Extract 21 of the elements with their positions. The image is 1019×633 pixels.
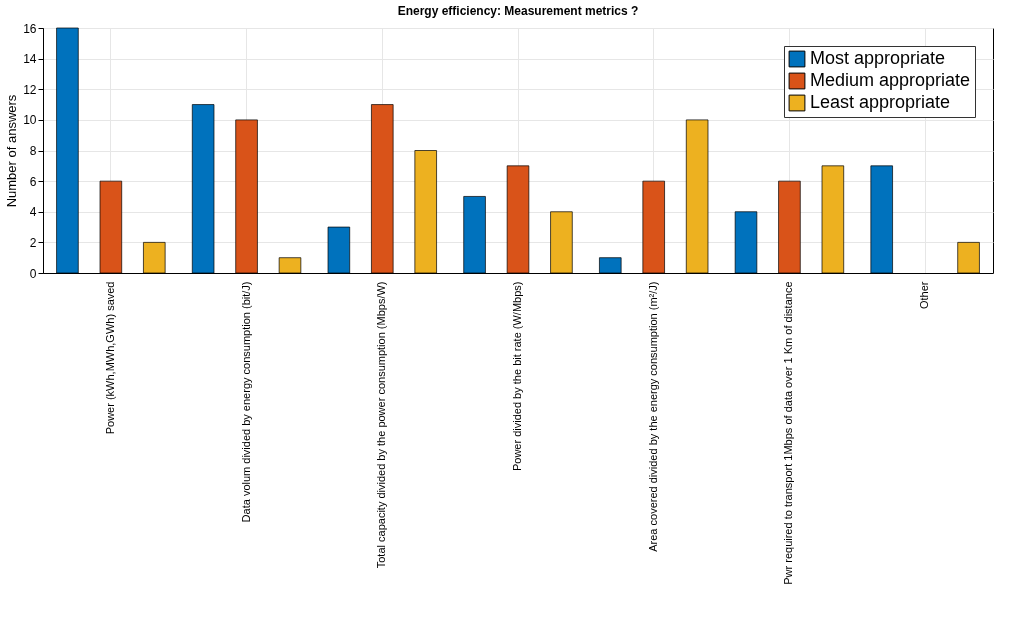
- y-tick-label: 4: [29, 205, 37, 220]
- y-tick-label: 0: [29, 266, 37, 281]
- y-axis-title: Number of answers: [4, 94, 20, 208]
- chart-title: Energy efficiency: Measurement metrics ?: [397, 4, 639, 18]
- x-tick-label: Power divided by the bit rate (W/Mbps): [511, 281, 523, 472]
- y-tick-label: 8: [29, 144, 37, 158]
- y-tick-label: 14: [23, 52, 37, 67]
- x-tick-label: Pwr required to transport 1Mbps of data over 1 Km of distance: [782, 281, 795, 585]
- y-tick-label: 16: [23, 21, 37, 36]
- x-tick-label: Other: [918, 281, 931, 310]
- legend-label: Most appropriate: [810, 48, 946, 68]
- y-tick-label: 2: [29, 235, 37, 250]
- x-tick-label: Power (kWh,MWh,GWh) saved: [103, 281, 116, 435]
- x-tick-label: Total capacity divided by the power consumption (Mbps/W): [375, 281, 388, 569]
- y-tick-label: 6: [29, 174, 37, 189]
- legend-label: Least appropriate: [810, 92, 951, 112]
- y-tick-label: 10: [23, 113, 37, 128]
- y-tick-label: 12: [23, 82, 37, 97]
- x-tick-label: Area covered divided by the energy consumption (m²/J): [646, 281, 659, 552]
- legend-label: Medium appropriate: [810, 70, 971, 90]
- x-tick-label: Data volum divided by energy consumption (bit/J): [239, 281, 252, 523]
